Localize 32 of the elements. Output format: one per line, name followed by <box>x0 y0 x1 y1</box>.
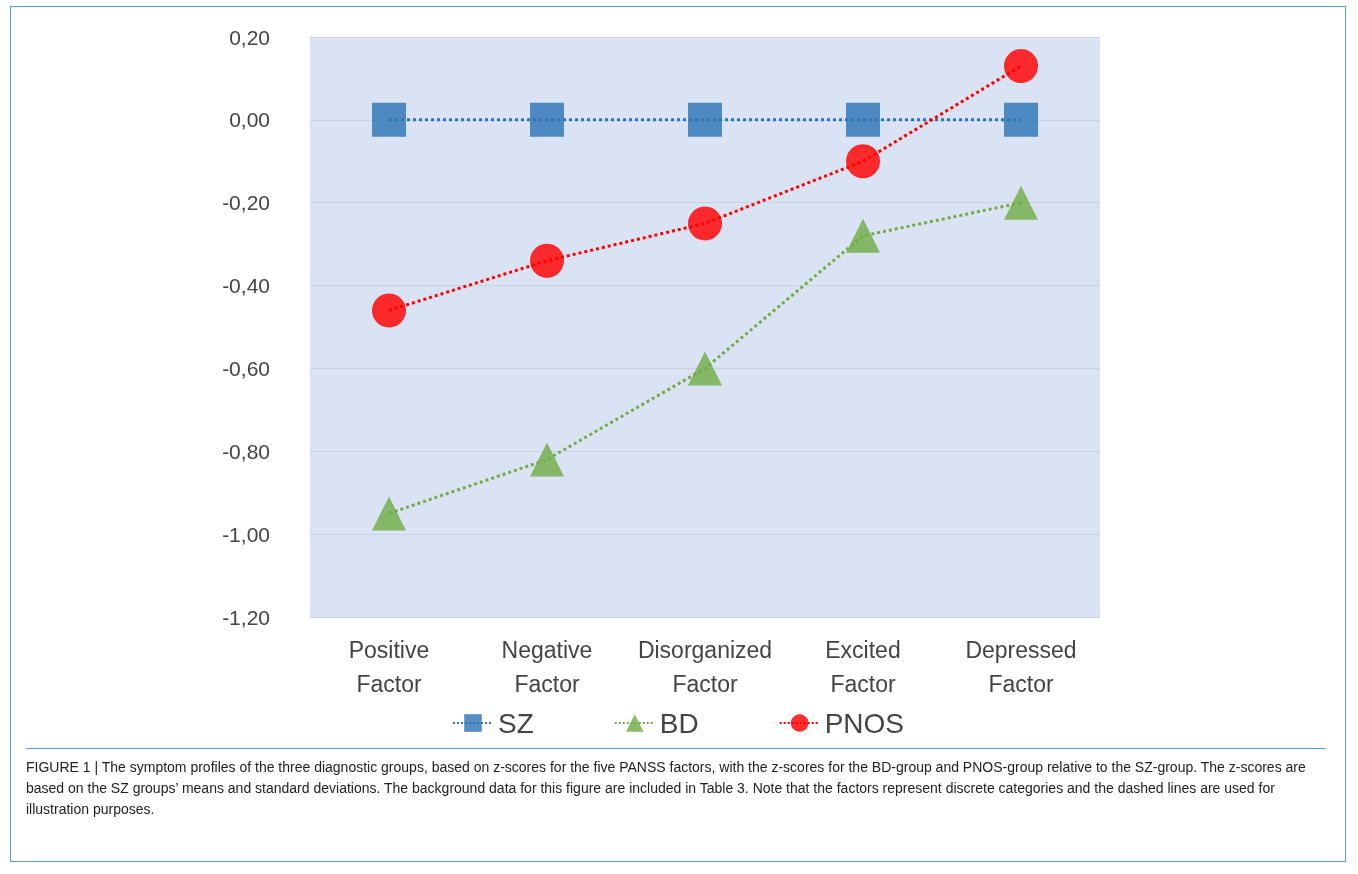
point <box>688 351 722 386</box>
point <box>530 243 564 278</box>
legend-label: PNOS <box>824 707 905 739</box>
y-tick-label: -0,20 <box>222 191 270 215</box>
point <box>688 102 722 137</box>
point <box>530 442 564 477</box>
y-tick-label: -0,80 <box>222 439 270 463</box>
legend-label: BD <box>659 707 699 739</box>
point <box>688 206 722 241</box>
x-tick-label: Positive Factor <box>348 637 430 697</box>
y-tick-label: -1,20 <box>222 605 270 629</box>
point <box>372 102 406 137</box>
point <box>846 102 880 137</box>
y-tick-label: -0,40 <box>222 274 270 298</box>
point <box>372 496 406 531</box>
point <box>1004 49 1038 83</box>
point <box>1004 185 1038 220</box>
y-tick-label: 0,00 <box>229 108 270 132</box>
y-tick-label: -0,60 <box>222 356 270 380</box>
point <box>846 218 880 253</box>
caption: FIGURE 1 | The symptom profiles of the three diagnostic groups, based on z-scores for the five PANSS factors, with the z-scores for the BD-group and PNOS-group relative to the SZ-group. The z-scores are based on the SZ groups’ means and standard deviations. The background data for this figure are included in Table 3. Note that the factors represent discrete categories and the dashed lines are used for illustration purposes. <box>26 748 1326 820</box>
x-tick-label: Depressed Factor <box>965 637 1077 697</box>
point <box>530 102 564 137</box>
x-tick-label: Excited Factor <box>825 637 901 697</box>
x-tick-label: Negative Factor <box>501 637 593 697</box>
y-tick-label: 0,20 <box>229 25 270 49</box>
legend-label: SZ <box>497 707 534 739</box>
point <box>1004 102 1038 137</box>
point <box>372 293 406 328</box>
x-tick-label: Disorganized Factor <box>637 637 773 697</box>
y-tick-label: -1,00 <box>222 522 270 546</box>
point <box>846 144 880 179</box>
